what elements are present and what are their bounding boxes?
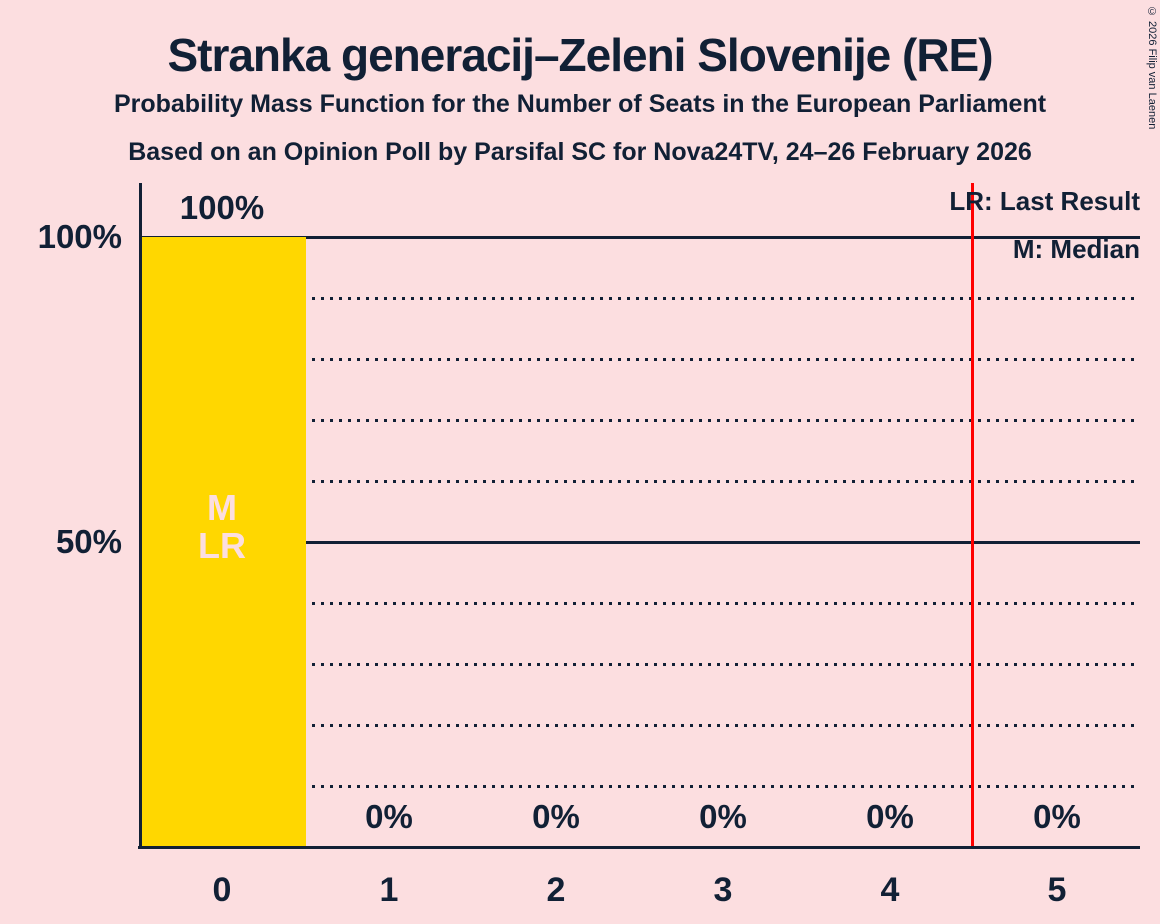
chart-subtitle: Probability Mass Function for the Number… (113, 90, 1047, 118)
median-marker: M (207, 487, 237, 528)
value-label-seat-2: 0% (532, 798, 580, 835)
x-tick-1: 1 (379, 871, 399, 909)
gridline-100pct (141, 236, 1140, 239)
value-label-seat-5: 0% (1033, 798, 1081, 835)
x-tick-3: 3 (713, 871, 733, 909)
chart-title: Stranka generacij–Zeleni Slovenije (RE) (167, 29, 993, 81)
value-label-seat-4: 0% (866, 798, 914, 835)
threshold-line (971, 183, 974, 848)
x-tick-4: 4 (880, 871, 900, 909)
gridline-30pct (141, 663, 1140, 666)
value-label-seat-1: 0% (365, 798, 413, 835)
y-axis-line (139, 183, 142, 849)
last-result-marker: LR (198, 525, 246, 566)
gridline-70pct (141, 419, 1140, 422)
gridline-90pct (141, 297, 1140, 300)
x-tick-0: 0 (212, 871, 232, 909)
y-axis-tick-100: 100% (37, 218, 122, 255)
x-tick-5: 5 (1047, 871, 1067, 909)
gridline-50pct (141, 541, 1140, 544)
gridline-20pct (141, 724, 1140, 727)
gridline-10pct (141, 785, 1140, 788)
gridline-40pct (141, 602, 1140, 605)
legend-last-result: LR: Last Result (949, 186, 1140, 216)
gridline-60pct (141, 480, 1140, 483)
x-tick-2: 2 (546, 871, 566, 909)
value-label-seat-0: 100% (179, 189, 265, 226)
bar-0-annotations: M LR (142, 489, 302, 565)
bar-seat-0 (141, 237, 306, 848)
gridline-80pct (141, 358, 1140, 361)
plot-area (140, 237, 1140, 848)
x-axis-line (138, 846, 1140, 849)
y-axis-tick-50: 50% (55, 523, 122, 560)
value-label-seat-3: 0% (699, 798, 747, 835)
legend-median: M: Median (1012, 234, 1140, 264)
copyright-notice: © 2026 Filip van Laenen (1146, 6, 1158, 130)
chart-source-line: Based on an Opinion Poll by Parsifal SC … (128, 138, 1032, 166)
